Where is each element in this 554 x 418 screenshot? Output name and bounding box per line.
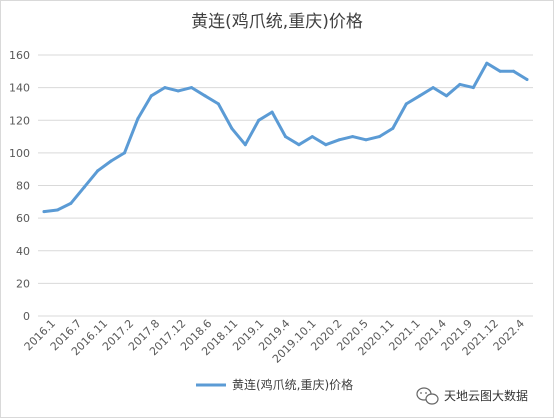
data-point (69, 201, 73, 205)
y-tick-label: 40 (16, 245, 30, 258)
y-tick-label: 80 (16, 180, 30, 193)
data-point (42, 210, 46, 214)
data-point (55, 208, 59, 212)
y-tick-label: 120 (9, 114, 30, 127)
data-point (297, 143, 301, 147)
data-point (364, 138, 368, 142)
data-point (123, 151, 126, 155)
data-point (512, 69, 516, 73)
data-point (82, 185, 86, 189)
x-axis-ticks: 2016.12016.72016.112017.22017.82017.1220… (22, 317, 527, 366)
data-point (96, 169, 100, 173)
data-point (351, 135, 355, 139)
chart-title: 黄连(鸡爪统,重庆)价格 (191, 12, 363, 32)
wechat-icon (416, 387, 439, 405)
data-point (257, 118, 261, 122)
data-point (337, 138, 341, 142)
data-point (377, 135, 381, 139)
legend-label: 黄连(鸡爪统,重庆)价格 (232, 377, 353, 392)
watermark: 天地云图大数据 (416, 387, 528, 405)
y-tick-label: 140 (9, 82, 30, 95)
y-tick-label: 20 (16, 277, 30, 290)
data-point (149, 94, 153, 98)
data-point (498, 69, 502, 73)
series-group (42, 61, 529, 214)
data-point (163, 86, 167, 90)
data-point (391, 126, 395, 130)
y-tick-label: 60 (16, 212, 30, 225)
y-tick-label: 0 (23, 310, 30, 323)
data-point (284, 135, 287, 139)
data-point (324, 143, 328, 147)
data-point (270, 110, 274, 114)
data-point (230, 126, 234, 130)
data-point (203, 94, 207, 98)
y-tick-label: 100 (9, 147, 30, 160)
data-point (310, 135, 314, 139)
data-point (190, 86, 194, 90)
legend: 黄连(鸡爪统,重庆)价格 (196, 377, 353, 392)
data-point (525, 78, 529, 81)
data-point (243, 143, 247, 147)
y-axis-ticks: 0 20 40 60 80 100 120 140 160 (9, 49, 30, 323)
data-point (485, 61, 489, 65)
data-point (109, 159, 113, 163)
y-tick-label: 160 (9, 49, 30, 62)
data-point (471, 86, 475, 90)
data-point (458, 82, 462, 86)
gridlines (38, 54, 533, 317)
data-point (136, 117, 140, 121)
watermark-text: 天地云图大数据 (444, 388, 528, 403)
data-point (404, 102, 408, 106)
data-point (431, 86, 435, 90)
data-point (216, 102, 220, 106)
data-point (176, 89, 180, 93)
data-point (445, 94, 448, 98)
data-point (418, 94, 422, 98)
